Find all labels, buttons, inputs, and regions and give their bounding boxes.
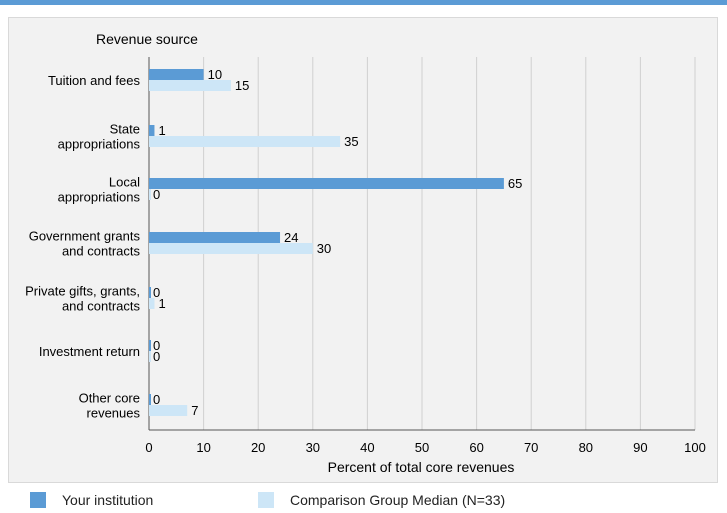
category-label: Other core	[79, 391, 140, 406]
x-tick-label: 90	[633, 440, 647, 455]
x-tick-label: 10	[196, 440, 210, 455]
bar-value-label: 0	[153, 392, 160, 407]
bar-value-label: 0	[153, 338, 160, 353]
bar-series-1	[149, 136, 341, 147]
category-label: Investment return	[39, 344, 140, 359]
legend-label-your-institution: Your institution	[62, 492, 154, 508]
chart-panel	[8, 17, 718, 483]
category-label: Tuition and fees	[48, 73, 141, 88]
bar-series-1	[149, 298, 155, 309]
bar-series-1	[149, 243, 313, 254]
chart-title: Revenue source	[96, 31, 198, 47]
x-tick-labels: 0 10 20 30 40 50 60 70 80 90 100	[145, 440, 705, 455]
bar-series-0	[149, 178, 504, 189]
category-label: revenues	[87, 406, 141, 421]
x-tick-label: 80	[579, 440, 593, 455]
bar-series-0	[149, 340, 151, 351]
bar-series-1	[149, 351, 151, 362]
bars	[149, 69, 504, 416]
category-label: and contracts	[62, 244, 141, 259]
bar-value-label: 1	[158, 296, 165, 311]
bar-value-label: 30	[317, 241, 331, 256]
category-label: appropriations	[58, 190, 141, 205]
x-axis-label: Percent of total core revenues	[328, 459, 515, 475]
bar-series-0	[149, 232, 281, 243]
bar-series-0	[149, 394, 151, 405]
bar-series-1	[149, 405, 188, 416]
bar-value-label: 24	[284, 230, 298, 245]
bar-value-label: 1	[158, 123, 165, 138]
x-tick-label: 20	[251, 440, 265, 455]
category-label: Local	[109, 175, 140, 190]
category-label: Private gifts, grants,	[25, 284, 140, 299]
legend-label-comparison-median: Comparison Group Median (N=33)	[290, 492, 506, 508]
legend-swatch-your-institution	[30, 492, 46, 508]
category-label: Government grants	[29, 229, 141, 244]
bar-series-1	[149, 189, 151, 200]
bar-value-label: 65	[508, 176, 522, 191]
x-tick-label: 100	[684, 440, 706, 455]
bar-value-label: 10	[208, 67, 222, 82]
bar-series-0	[149, 125, 155, 136]
bar-series-0	[149, 287, 151, 298]
x-tick-label: 30	[306, 440, 320, 455]
bar-value-label: 15	[235, 78, 249, 93]
x-tick-label: 60	[469, 440, 483, 455]
bar-series-1	[149, 80, 231, 91]
bar-value-label: 0	[153, 187, 160, 202]
x-tick-label: 70	[524, 440, 538, 455]
x-tick-label: 0	[145, 440, 152, 455]
category-label: appropriations	[58, 137, 141, 152]
category-label: and contracts	[62, 299, 141, 314]
bar-value-label: 7	[191, 403, 198, 418]
category-label: State	[110, 122, 140, 137]
bar-series-0	[149, 69, 204, 80]
x-tick-label: 40	[360, 440, 374, 455]
bar-value-label: 35	[344, 134, 358, 149]
bar-value-label: 0	[153, 285, 160, 300]
x-tick-label: 50	[415, 440, 429, 455]
bar-value-label: 0	[153, 349, 160, 364]
category-labels: Tuition and feesStateappropriationsLocal…	[25, 73, 140, 421]
legend-swatch-comparison-median	[258, 492, 274, 508]
top-accent-bar	[0, 0, 727, 5]
